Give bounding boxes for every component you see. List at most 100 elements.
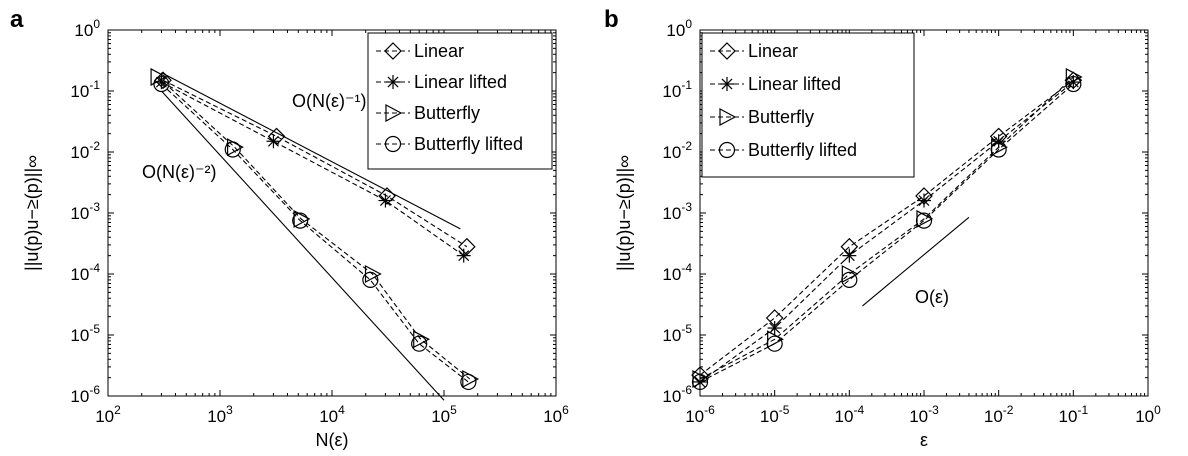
panel-b-x-tick-label-exp: 0 — [1154, 403, 1161, 417]
panel-a-data-point — [378, 187, 396, 205]
panel-b-data-point — [841, 271, 858, 289]
panel-b-data-point-stroke-3 — [918, 195, 930, 207]
panel-a-y-tick-label-exp: -2 — [89, 139, 100, 153]
panel-b-y-tick-label-exp: 0 — [685, 17, 692, 31]
panel-b-x-tick-label-base: 10 — [1059, 407, 1078, 426]
panel-b-x-axis-label: ε — [920, 430, 928, 450]
panel-b-x-tick-label-exp: -3 — [928, 403, 939, 417]
panel-b-legend-label: Butterfly lifted — [748, 140, 857, 160]
panel-b-series-line — [699, 81, 1074, 383]
panel-b-plot: 10-6 10-5 10-4 10-3 10-2 10-1 10010-610-510-41… — [614, 17, 1161, 450]
panel-b-legend-label: Butterfly — [748, 107, 814, 127]
panel-a-data-point-stroke-3 — [267, 135, 279, 147]
panel-b-x-tick-label-exp: -5 — [779, 403, 790, 417]
panel-b-data-point — [766, 335, 783, 352]
panel-a-x-tick-label-exp: 6 — [562, 403, 569, 417]
panel-a-x-tick-label-base: 10 — [319, 407, 338, 426]
panel-a-x-tick-label-base: 10 — [207, 407, 226, 426]
panel-a-x-tick-label-base: 10 — [431, 407, 450, 426]
panel-b-data-point — [841, 265, 859, 283]
panel-b-data-point-stroke-3 — [843, 250, 855, 262]
panel-a-data-point — [460, 373, 477, 391]
panel-a-legend-marker — [384, 42, 402, 60]
panel-b-y-tick-label: 10-6 — [662, 383, 692, 406]
panel-b-y-tick-label-exp: -6 — [681, 383, 692, 397]
panel-b-x-tick-label-base: 10 — [984, 407, 1003, 426]
panel-a-y-tick-label-base: 10 — [70, 387, 89, 406]
panel-b-legend-label: Linear — [748, 41, 798, 61]
panel-a-data-point — [362, 271, 379, 289]
panel-a-data-point — [267, 127, 286, 146]
panel-b-data-point-stroke-3 — [769, 322, 781, 334]
panel-b-x-tick-label: 10-1 — [1059, 403, 1089, 426]
panel-b-legend-marker — [718, 141, 736, 159]
panel-b-y-tick-label: 10-1 — [662, 78, 692, 101]
panel-a-y-tick-label-base: 10 — [70, 82, 89, 101]
panel-a-y-tick-label-base: 10 — [70, 265, 89, 284]
panel-b-y-tick-label: 10-5 — [662, 322, 692, 345]
panel-a-data-point — [458, 237, 476, 256]
panel-b-y-tick-label-base: 10 — [666, 21, 685, 40]
panel-a-x-tick-label: 104 — [319, 403, 345, 426]
panel-a-y-tick-label: 10-3 — [70, 200, 100, 223]
panel-a-y-tick-label: 10-5 — [70, 322, 100, 345]
panel-b-x-tick-label: 10-5 — [760, 403, 790, 426]
panel-a-data-point — [292, 212, 309, 229]
panel-a-data-point — [293, 209, 311, 228]
panel-b-legend-marker — [719, 108, 737, 126]
panel-b-y-axis-label: ||u(p)u−≥(p)||∞ — [614, 155, 634, 271]
panel-b-data-point — [1065, 75, 1082, 93]
panel-a-x-tick-label-exp: 2 — [114, 403, 121, 417]
panel-b-x-tick-label-base: 10 — [835, 407, 854, 426]
panel-a-x-tick-label: 105 — [431, 403, 457, 426]
panel-b-y-tick-label: 100 — [666, 17, 692, 40]
panel-a-series-line — [161, 83, 469, 383]
panel-a-y-tick-label-base: 10 — [74, 21, 93, 40]
panel-a-data-point — [378, 193, 393, 208]
panel-b-y-tick-label-base: 10 — [662, 265, 681, 284]
panel-b-legend-label: Linear lifted — [748, 74, 841, 94]
panel-a-data-point-stroke-3 — [458, 250, 470, 262]
panel-b-label: b — [604, 6, 619, 33]
panel-b-data-point — [915, 212, 933, 229]
panel-b-legend-marker — [720, 77, 734, 91]
panel-a-legend-marker — [386, 75, 400, 89]
panel-b-x-tick-label-exp: -4 — [853, 403, 864, 417]
panel-a-reference-line — [161, 90, 445, 401]
panel-b-x-tick-label-base: 10 — [1135, 407, 1154, 426]
panel-a-x-tick-label-base: 10 — [95, 407, 114, 426]
panel-b-x-tick-label-exp: -2 — [1003, 403, 1014, 417]
panel-a-y-tick-label-exp: -4 — [89, 261, 100, 275]
panel-a-legend-label: Butterfly lifted — [414, 134, 523, 154]
panel-a-legend-label: Linear lifted — [414, 72, 507, 92]
panel-b-x-tick-label-base: 10 — [685, 407, 704, 426]
panel-a-y-tick-label-exp: -6 — [89, 383, 100, 397]
panel-a-y-tick-label-base: 10 — [70, 143, 89, 162]
panel-a-y-tick-label-base: 10 — [70, 326, 89, 345]
panel-b-y-tick-label: 10-2 — [662, 139, 692, 162]
panel-a-legend-label: Linear — [414, 41, 464, 61]
panel-b-x-tick-label: 10-2 — [984, 403, 1014, 426]
panel-a-x-tick-label-base: 10 — [543, 407, 562, 426]
panel-a-data-point — [411, 335, 428, 352]
panel-b-x-tick-label-exp: -1 — [1077, 403, 1088, 417]
panel-a-data-point — [153, 75, 170, 93]
panel-b-legend-box — [701, 32, 915, 178]
panel-b-x-tick-label: 10-3 — [909, 403, 939, 426]
panel-a-legend-marker — [384, 135, 402, 153]
panel-b-y-tick-label: 10-3 — [662, 200, 692, 223]
panel-a-legend-marker — [385, 104, 403, 122]
panel-b-y-tick-label-exp: -5 — [681, 322, 692, 336]
panel-b-y-tick-label-base: 10 — [662, 204, 681, 223]
panel-a-data-point — [456, 248, 471, 263]
panel-a-y-tick-label: 10-4 — [70, 261, 100, 284]
panel-a-y-tick-label-exp: 0 — [93, 17, 100, 31]
panel-a-x-tick-label: 102 — [95, 403, 121, 426]
panel-a-x-tick-label-exp: 3 — [226, 403, 233, 417]
panel-a-y-tick-label: 100 — [74, 17, 100, 40]
panel-b-y-tick-label-base: 10 — [662, 326, 681, 345]
panel-b-data-point — [691, 373, 709, 391]
panel-a-series-line — [162, 79, 468, 248]
panel-a-x-tick-label: 106 — [543, 403, 569, 426]
